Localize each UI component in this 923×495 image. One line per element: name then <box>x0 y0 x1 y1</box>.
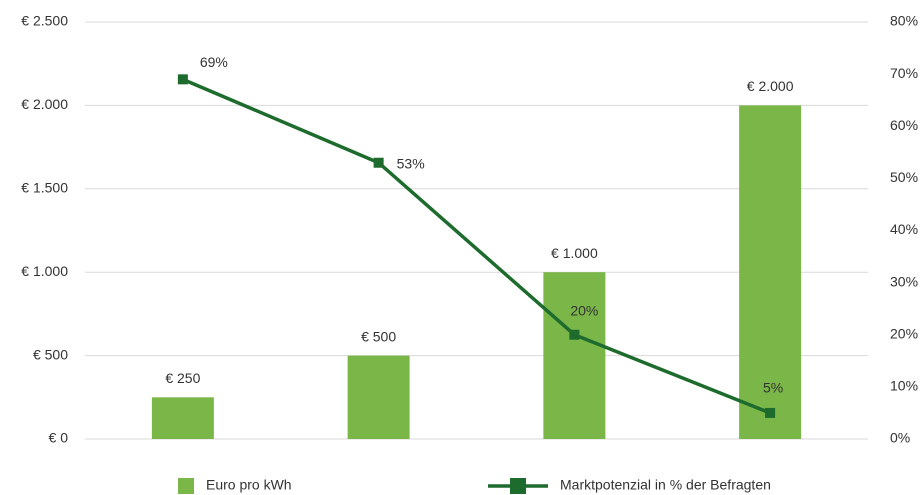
line-marker <box>373 157 384 168</box>
y-tick-label: € 0 <box>49 430 69 446</box>
legend-label: Euro pro kWh <box>206 477 292 493</box>
y2-tick-label: 60% <box>890 117 918 133</box>
bar <box>151 397 214 439</box>
line-value-label: 20% <box>570 302 598 318</box>
line <box>182 77 771 415</box>
y2-tick-label: 70% <box>890 65 918 81</box>
bar-value-label: € 1.000 <box>551 245 598 261</box>
y2-tick-label: 10% <box>890 378 918 394</box>
y2-tick-label: 20% <box>890 325 918 341</box>
y2-tick-label: 40% <box>890 221 918 237</box>
legend-marker <box>510 478 526 494</box>
y-tick-label: € 2.000 <box>21 96 68 112</box>
line-marker <box>765 407 776 418</box>
line-value-label: 53% <box>397 155 425 171</box>
line-marker <box>177 74 188 85</box>
line-value-label: 69% <box>200 54 228 70</box>
y-tick-label: € 2.500 <box>21 13 68 29</box>
line-marker <box>569 329 580 340</box>
y-tick-label: € 1.000 <box>21 263 68 279</box>
legend-swatch <box>178 478 194 494</box>
bar-value-label: € 250 <box>165 370 200 386</box>
y2-tick-label: 80% <box>890 13 918 29</box>
legend-label: Marktpotenzial in % der Befragten <box>560 477 771 493</box>
bar <box>739 105 802 440</box>
bar <box>543 272 606 439</box>
y2-tick-label: 50% <box>890 169 918 185</box>
y-tick-label: € 1.500 <box>21 180 68 196</box>
bar-value-label: € 2.000 <box>747 78 794 94</box>
line-value-label: 5% <box>763 380 783 396</box>
bar-value-label: € 500 <box>361 328 396 344</box>
y-tick-label: € 500 <box>33 346 68 362</box>
y2-tick-label: 0% <box>890 430 910 446</box>
bar <box>347 355 410 439</box>
y2-tick-label: 30% <box>890 273 918 289</box>
